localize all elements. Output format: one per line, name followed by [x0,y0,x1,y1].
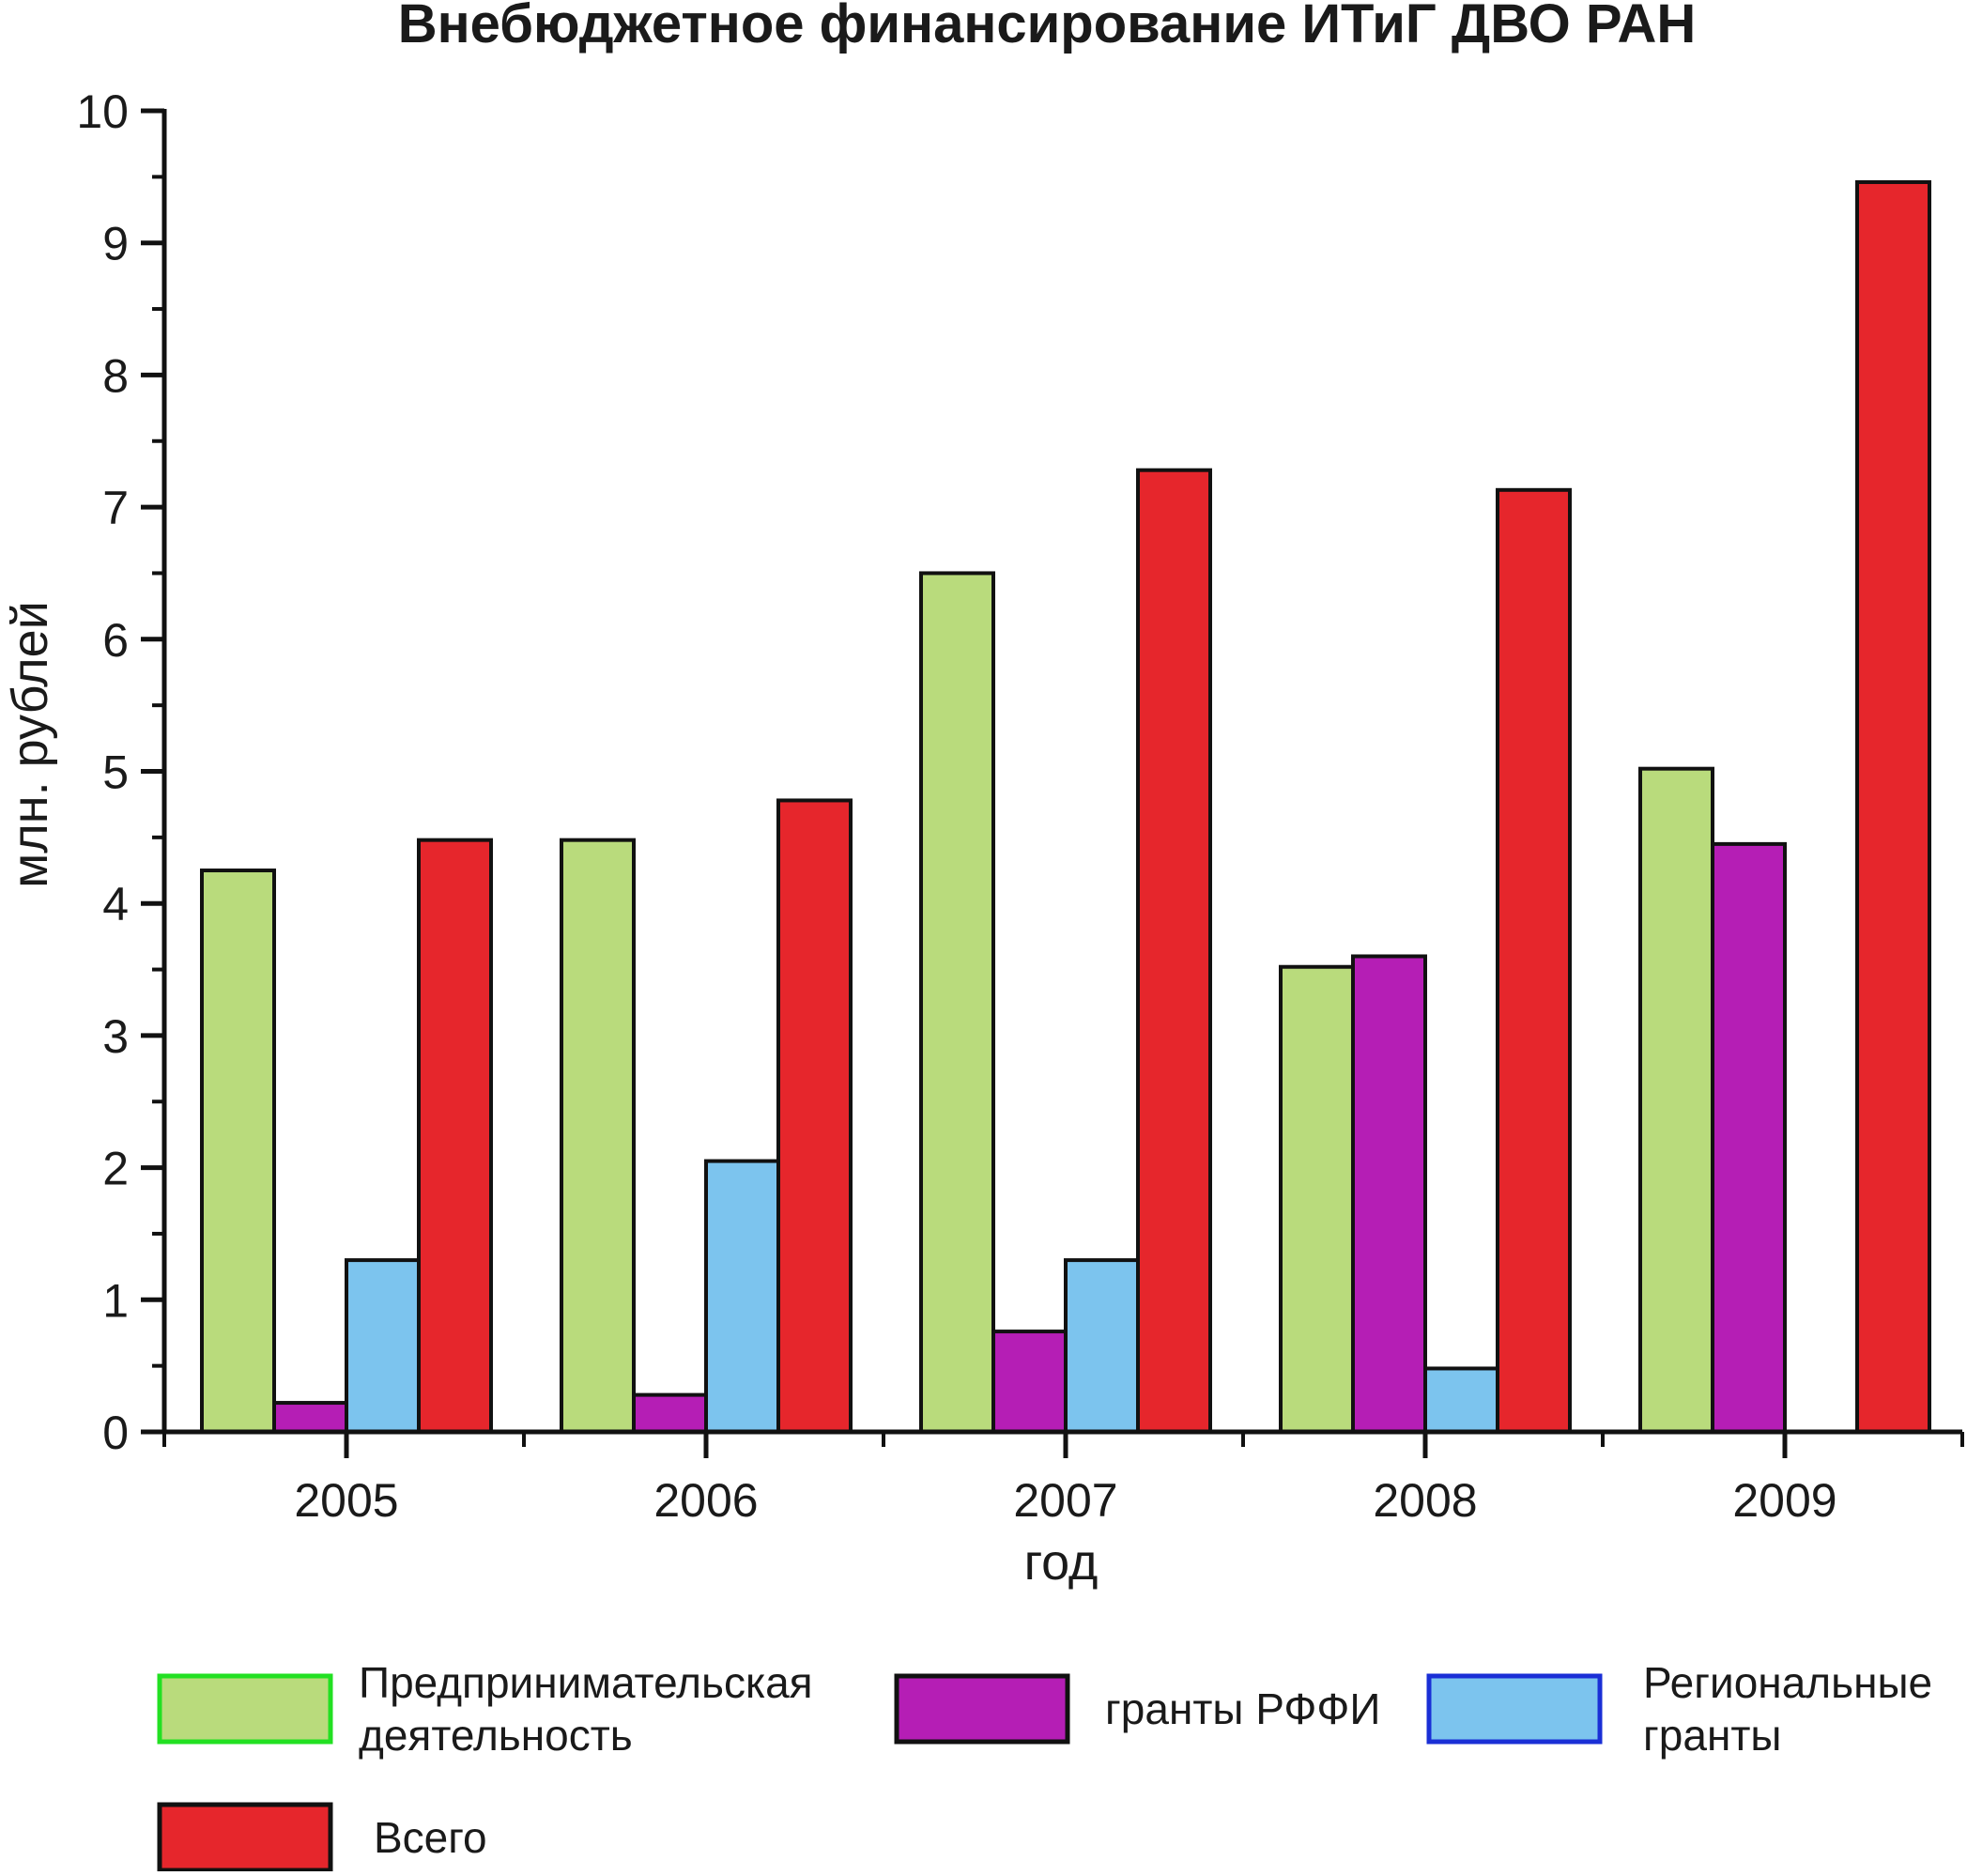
bar-2007-series-4 [1136,468,1212,1435]
bar-2005-series-4 [417,838,493,1434]
legend-label-3: Региональные [1643,1658,1932,1707]
y-tick-label: 7 [102,482,129,534]
legend-label-4: Всего [374,1813,487,1862]
y-tick-label: 6 [102,614,129,667]
bar-2006-series-4 [776,798,853,1434]
y-axis-title: млн. рублей [2,601,58,888]
bar-2009-series-4 [1855,179,1931,1434]
bar-2008-series-4 [1496,487,1572,1434]
x-tick-label-2007: 2007 [1013,1474,1117,1527]
bar-2009-series-2 [1711,841,1787,1434]
y-tick-label: 10 [76,85,129,138]
legend-label-1: Предпринимательская [359,1658,813,1707]
y-tick-label: 5 [102,746,129,799]
x-tick-label-2006: 2006 [653,1474,758,1527]
y-tick-label: 9 [102,218,129,270]
x-axis-title: год [1024,1534,1099,1591]
y-tick-label: 8 [102,349,129,402]
y-tick-label: 4 [102,878,129,930]
x-tick-label-2008: 2008 [1373,1474,1477,1527]
y-tick-label: 2 [102,1143,129,1195]
legend-swatch-3 [1426,1673,1603,1745]
y-tick-label: 1 [102,1274,129,1327]
y-tick-label: 0 [102,1407,129,1459]
bar-2008-series-3 [1423,1366,1499,1434]
bar-2005-series-1 [200,869,276,1434]
y-tick-label: 3 [102,1010,129,1063]
bar-2007-series-1 [919,571,995,1434]
bar-2006-series-1 [560,838,636,1434]
bar-2006-series-2 [632,1392,708,1435]
legend-swatch-2 [894,1673,1070,1745]
bar-2006-series-3 [704,1159,780,1434]
plot-area: 0 1 2 3 4 5 6 7 8 9 10 2005 2006 2007 2008 2009 [76,85,1964,1527]
legend-label-1: деятельность [359,1711,633,1760]
legend-label-2: гранты РФФИ [1105,1684,1380,1733]
chart-title: Внебюджетное финансирование ИТиГ ДВО РАН [398,0,1697,54]
legend-swatch-4 [157,1802,333,1873]
bar-2008-series-2 [1351,954,1427,1434]
bar-2005-series-2 [272,1401,348,1435]
legend-swatch-1 [157,1673,333,1745]
bar-2007-series-2 [991,1330,1068,1434]
x-tick-label-2005: 2005 [294,1474,398,1527]
x-tick-label-2009: 2009 [1732,1474,1836,1527]
bar-2005-series-3 [345,1258,421,1434]
bar-2009-series-1 [1638,766,1714,1434]
bar-2007-series-3 [1064,1258,1140,1434]
bar-2008-series-1 [1279,964,1355,1434]
legend-label-3: гранты [1643,1711,1781,1760]
